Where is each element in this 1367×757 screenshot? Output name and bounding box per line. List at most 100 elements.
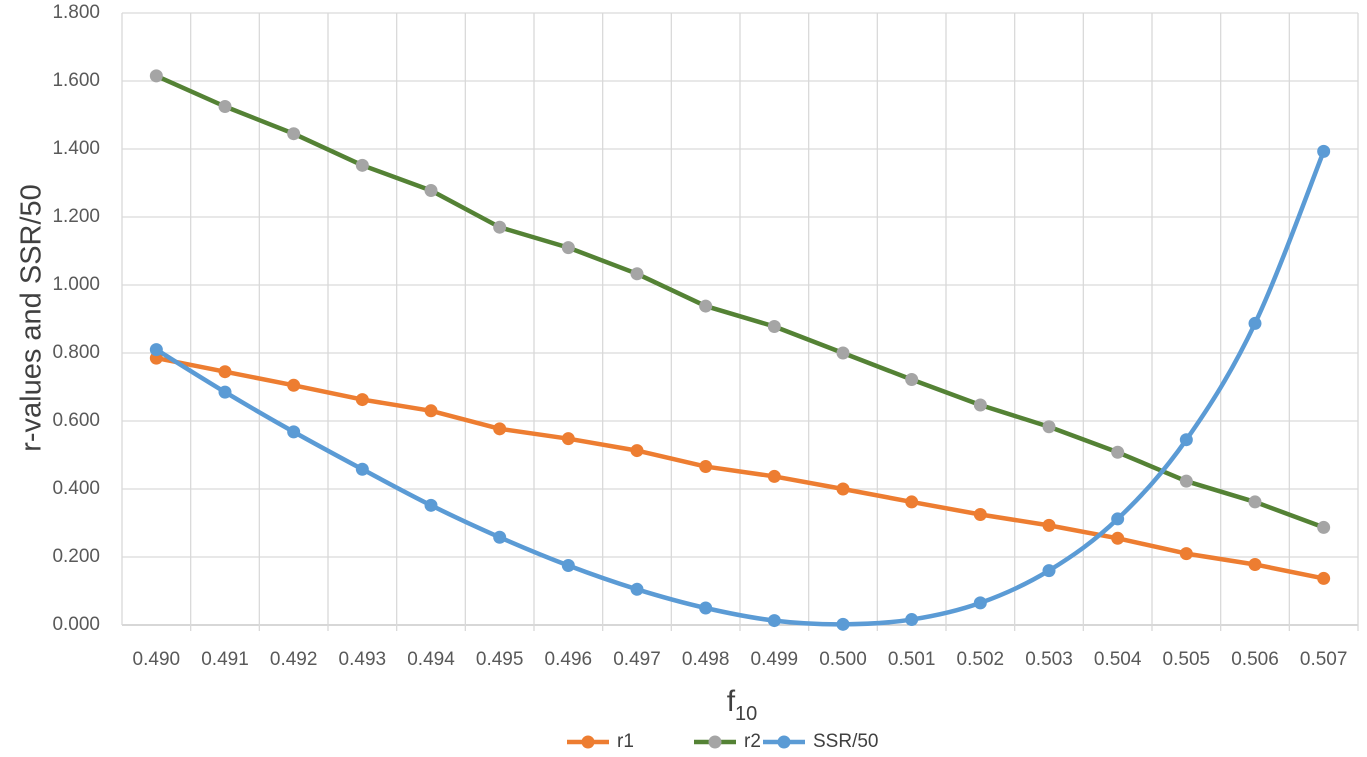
gridlines bbox=[121, 12, 1359, 631]
data-point-r2 bbox=[424, 183, 438, 197]
x-tick-label: 0.507 bbox=[1300, 649, 1348, 670]
legend-label: SSR/50 bbox=[813, 731, 878, 752]
data-point-ssr-50 bbox=[1317, 144, 1331, 158]
data-point-ssr-50 bbox=[1248, 316, 1262, 330]
data-point-r2 bbox=[1111, 445, 1125, 459]
x-tick-label: 0.498 bbox=[682, 649, 730, 670]
data-point-r2 bbox=[1179, 474, 1193, 488]
legend-item-r1: r1 bbox=[567, 731, 634, 752]
data-point-r2 bbox=[149, 69, 163, 83]
data-point-ssr-50 bbox=[493, 530, 507, 544]
data-point-r1 bbox=[1042, 518, 1056, 532]
x-tick-label: 0.492 bbox=[270, 649, 318, 670]
x-tick-label: 0.503 bbox=[1025, 649, 1073, 670]
data-point-r2 bbox=[1042, 420, 1056, 434]
data-point-r2 bbox=[767, 319, 781, 333]
data-point-r1 bbox=[424, 404, 438, 418]
legend-item-ssr-50: SSR/50 bbox=[763, 731, 878, 752]
data-point-ssr-50 bbox=[630, 582, 644, 596]
data-point-r2 bbox=[355, 158, 369, 172]
data-point-r2 bbox=[973, 398, 987, 412]
data-point-ssr-50 bbox=[905, 613, 919, 627]
data-point-r1 bbox=[1111, 531, 1125, 545]
data-point-r2 bbox=[1248, 495, 1262, 509]
y-tick-label: 0.000 bbox=[52, 614, 100, 635]
data-point-ssr-50 bbox=[836, 617, 850, 631]
x-tick-label: 0.490 bbox=[133, 649, 181, 670]
data-point-r1 bbox=[561, 432, 575, 446]
x-axis-title-main: f bbox=[727, 685, 736, 718]
data-point-r1 bbox=[767, 469, 781, 483]
y-tick-label: 0.200 bbox=[52, 546, 100, 567]
data-point-r2 bbox=[493, 220, 507, 234]
data-point-ssr-50 bbox=[355, 462, 369, 476]
legend-swatch-marker bbox=[708, 735, 722, 749]
y-tick-label: 0.400 bbox=[52, 478, 100, 499]
series-line-r1 bbox=[154, 355, 1326, 581]
y-tick-label: 1.200 bbox=[52, 206, 100, 227]
legend-swatch-marker bbox=[777, 735, 791, 749]
data-point-ssr-50 bbox=[767, 614, 781, 628]
data-point-ssr-50 bbox=[1179, 433, 1193, 447]
data-point-r2 bbox=[218, 100, 232, 113]
x-tick-label: 0.493 bbox=[339, 649, 387, 670]
data-point-r1 bbox=[699, 460, 713, 474]
x-tick-label: 0.504 bbox=[1094, 649, 1142, 670]
data-point-r1 bbox=[1248, 557, 1262, 571]
data-point-r1 bbox=[973, 508, 987, 521]
x-tick-label: 0.501 bbox=[888, 649, 936, 670]
data-point-r2 bbox=[630, 267, 644, 281]
x-axis-title-subscript: 10 bbox=[735, 703, 757, 725]
series-ssr-50 bbox=[149, 144, 1331, 631]
x-tick-label: 0.497 bbox=[613, 649, 661, 670]
data-point-ssr-50 bbox=[149, 343, 163, 357]
data-point-r1 bbox=[287, 378, 301, 392]
data-point-r1 bbox=[355, 393, 369, 407]
y-tick-label: 0.800 bbox=[52, 342, 100, 363]
data-point-ssr-50 bbox=[1042, 564, 1056, 578]
x-tick-label: 0.499 bbox=[751, 649, 799, 670]
data-point-ssr-50 bbox=[561, 559, 575, 572]
data-point-ssr-50 bbox=[1111, 512, 1125, 526]
data-point-ssr-50 bbox=[218, 385, 232, 399]
data-point-ssr-50 bbox=[287, 425, 301, 439]
y-tick-label: 1.000 bbox=[52, 274, 100, 295]
data-point-ssr-50 bbox=[699, 601, 713, 615]
data-point-r2 bbox=[699, 299, 713, 313]
data-point-r2 bbox=[1317, 520, 1331, 534]
x-axis-tick-labels: 0.490 0.491 0.492 0.493 0.494 0.495 0.496 0.497… bbox=[133, 649, 1348, 670]
x-tick-label: 0.500 bbox=[819, 649, 867, 670]
y-tick-label: 1.600 bbox=[52, 70, 100, 91]
y-axis-tick-labels: 0.000 0.200 0.400 0.600 0.800 1.000 1.200 1.400… bbox=[52, 2, 100, 635]
data-point-r1 bbox=[493, 422, 507, 436]
data-point-ssr-50 bbox=[424, 498, 438, 512]
legend-swatch-marker bbox=[581, 735, 595, 749]
data-point-r1 bbox=[218, 365, 232, 379]
series-r2 bbox=[149, 69, 1331, 534]
legend: r1 r2 SSR/50 bbox=[567, 731, 878, 752]
data-point-r1 bbox=[630, 444, 644, 458]
series-line-r2 bbox=[154, 73, 1326, 530]
y-tick-label: 1.400 bbox=[52, 138, 100, 159]
data-point-r1 bbox=[1179, 547, 1193, 561]
x-tick-label: 0.494 bbox=[407, 649, 455, 670]
x-tick-label: 0.496 bbox=[545, 649, 593, 670]
x-tick-label: 0.495 bbox=[476, 649, 524, 670]
y-tick-label: 1.800 bbox=[52, 2, 100, 23]
legend-item-r2: r2 bbox=[694, 731, 761, 752]
data-point-r1 bbox=[1317, 571, 1331, 585]
y-tick-label: 0.600 bbox=[52, 410, 100, 431]
x-tick-label: 0.502 bbox=[957, 649, 1005, 670]
data-point-r2 bbox=[561, 241, 575, 255]
data-point-ssr-50 bbox=[973, 596, 987, 610]
data-point-r2 bbox=[836, 346, 850, 360]
x-tick-label: 0.491 bbox=[201, 649, 249, 670]
legend-label: r1 bbox=[617, 731, 634, 752]
x-tick-label: 0.506 bbox=[1231, 649, 1279, 670]
data-point-r1 bbox=[905, 495, 919, 509]
data-point-r2 bbox=[287, 127, 301, 141]
data-point-r1 bbox=[836, 482, 850, 496]
legend-label: r2 bbox=[744, 731, 761, 752]
series-layer bbox=[149, 69, 1331, 631]
